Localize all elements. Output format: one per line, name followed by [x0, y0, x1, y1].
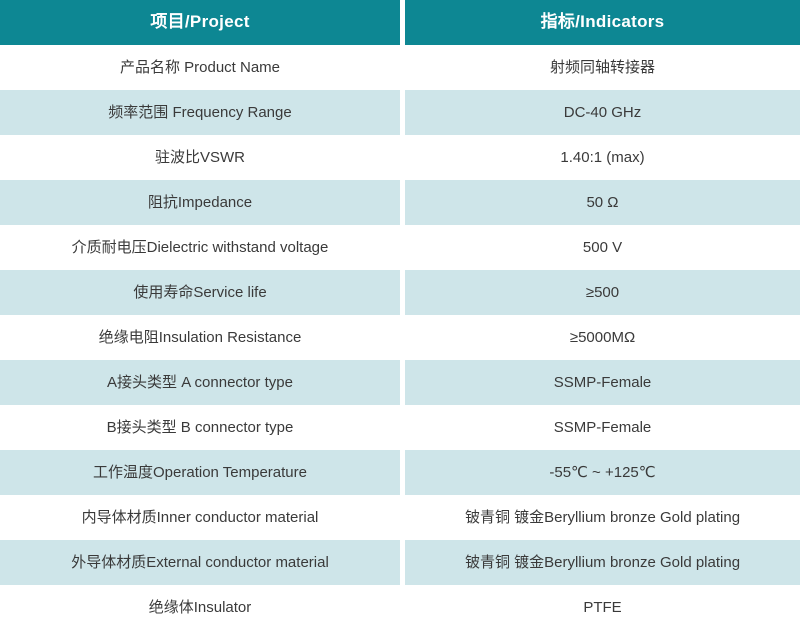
- indicator-cell: 铍青铜 镀金Beryllium bronze Gold plating: [405, 495, 800, 540]
- project-cell: 使用寿命Service life: [0, 270, 400, 315]
- indicator-cell: SSMP-Female: [405, 405, 800, 450]
- indicator-cell: ≥500: [405, 270, 800, 315]
- indicator-cell: 500 V: [405, 225, 800, 270]
- indicator-cell: ≥5000MΩ: [405, 315, 800, 360]
- table-row: B接头类型 B connector type SSMP-Female: [0, 405, 800, 450]
- project-cell: 绝缘体Insulator: [0, 585, 400, 630]
- indicator-cell: SSMP-Female: [405, 360, 800, 405]
- project-cell: 阻抗Impedance: [0, 180, 400, 225]
- project-cell: 频率范围 Frequency Range: [0, 90, 400, 135]
- project-cell: 工作温度Operation Temperature: [0, 450, 400, 495]
- indicator-cell: DC-40 GHz: [405, 90, 800, 135]
- table-row: 阻抗Impedance 50 Ω: [0, 180, 800, 225]
- indicator-cell: 铍青铜 镀金Beryllium bronze Gold plating: [405, 540, 800, 585]
- table-row: 绝缘电阻Insulation Resistance ≥5000MΩ: [0, 315, 800, 360]
- table-row: 使用寿命Service life ≥500: [0, 270, 800, 315]
- table-row: 产品名称 Product Name 射频同轴转接器: [0, 45, 800, 90]
- project-cell: 产品名称 Product Name: [0, 45, 400, 90]
- project-cell: 绝缘电阻Insulation Resistance: [0, 315, 400, 360]
- header-project: 项目/Project: [0, 0, 400, 45]
- indicator-cell: 射频同轴转接器: [405, 45, 800, 90]
- table-row: 介质耐电压Dielectric withstand voltage 500 V: [0, 225, 800, 270]
- indicator-cell: -55℃ ~ +125℃: [405, 450, 800, 495]
- indicator-cell: PTFE: [405, 585, 800, 630]
- project-cell: 介质耐电压Dielectric withstand voltage: [0, 225, 400, 270]
- project-cell: A接头类型 A connector type: [0, 360, 400, 405]
- project-cell: 驻波比VSWR: [0, 135, 400, 180]
- table-row: 内导体材质Inner conductor material 铍青铜 镀金Bery…: [0, 495, 800, 540]
- table-row: 外导体材质External conductor material 铍青铜 镀金B…: [0, 540, 800, 585]
- table-row: A接头类型 A connector type SSMP-Female: [0, 360, 800, 405]
- table-row: 频率范围 Frequency Range DC-40 GHz: [0, 90, 800, 135]
- project-cell: B接头类型 B connector type: [0, 405, 400, 450]
- indicator-cell: 50 Ω: [405, 180, 800, 225]
- header-indicators: 指标/Indicators: [405, 0, 800, 45]
- indicator-cell: 1.40:1 (max): [405, 135, 800, 180]
- project-cell: 内导体材质Inner conductor material: [0, 495, 400, 540]
- table-row: 绝缘体Insulator PTFE: [0, 585, 800, 630]
- project-cell: 外导体材质External conductor material: [0, 540, 400, 585]
- table-row: 工作温度Operation Temperature -55℃ ~ +125℃: [0, 450, 800, 495]
- table-header-row: 项目/Project 指标/Indicators: [0, 0, 800, 45]
- table-row: 驻波比VSWR 1.40:1 (max): [0, 135, 800, 180]
